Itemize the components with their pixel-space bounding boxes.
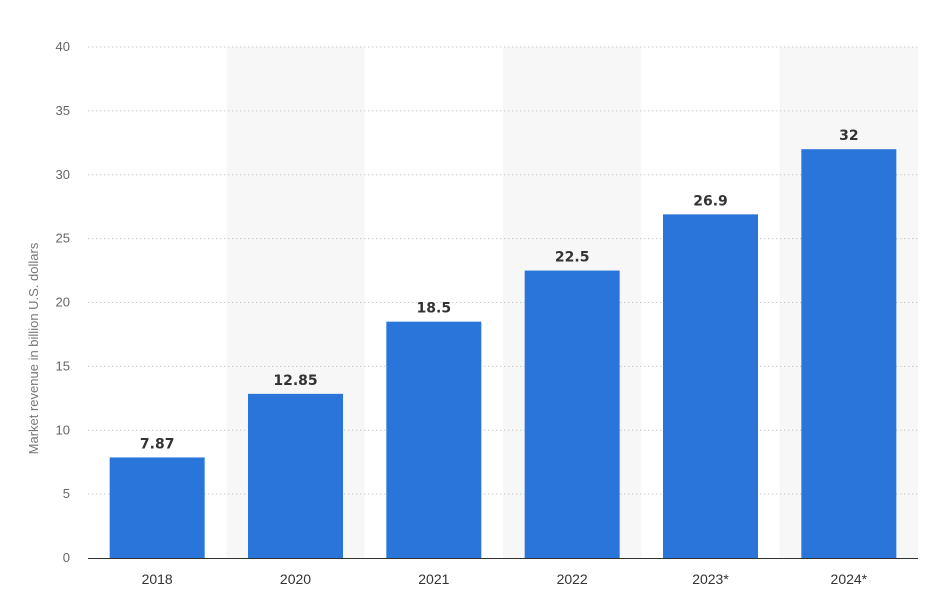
y-tick-label: 25	[56, 231, 70, 246]
y-axis-title: Market revenue in billion U.S. dollars	[26, 242, 41, 454]
y-tick-label: 30	[56, 167, 70, 182]
y-tick-label: 40	[56, 39, 70, 54]
bar-value-label: 26.9	[693, 193, 728, 209]
y-tick-label: 20	[56, 295, 70, 310]
x-tick-label: 2018	[142, 571, 173, 587]
data-labels: 7.87 12.85 18.5 22.5 26.9 32	[140, 128, 859, 452]
y-tick-label: 10	[56, 422, 70, 437]
bar-value-label: 32	[839, 128, 858, 144]
x-tick-label: 2020	[280, 571, 311, 587]
bar[interactable]	[524, 270, 620, 558]
bar[interactable]	[386, 321, 482, 558]
bar[interactable]	[248, 393, 343, 558]
bar-value-label: 18.5	[417, 301, 452, 317]
bar[interactable]	[801, 149, 897, 558]
bars	[109, 149, 897, 559]
x-axis-tick-labels: 2018 2020 2021 2022 2023* 2024*	[142, 571, 868, 587]
bar[interactable]	[663, 214, 758, 559]
bar-value-label: 22.5	[555, 250, 590, 266]
bar-value-label: 12.85	[273, 373, 317, 389]
x-tick-label: 2022	[557, 571, 588, 587]
y-tick-label: 0	[63, 550, 70, 565]
y-axis-tick-labels: 0 5 10 15 20 25 30 35 40	[56, 39, 70, 565]
x-tick-label: 2023*	[692, 571, 729, 587]
bar-value-label: 7.87	[140, 436, 175, 452]
bar[interactable]	[109, 457, 205, 558]
y-tick-label: 35	[56, 103, 70, 118]
y-tick-label: 15	[56, 358, 70, 373]
x-tick-label: 2024*	[831, 571, 868, 587]
y-tick-label: 5	[63, 486, 70, 501]
x-tick-label: 2021	[418, 571, 449, 587]
